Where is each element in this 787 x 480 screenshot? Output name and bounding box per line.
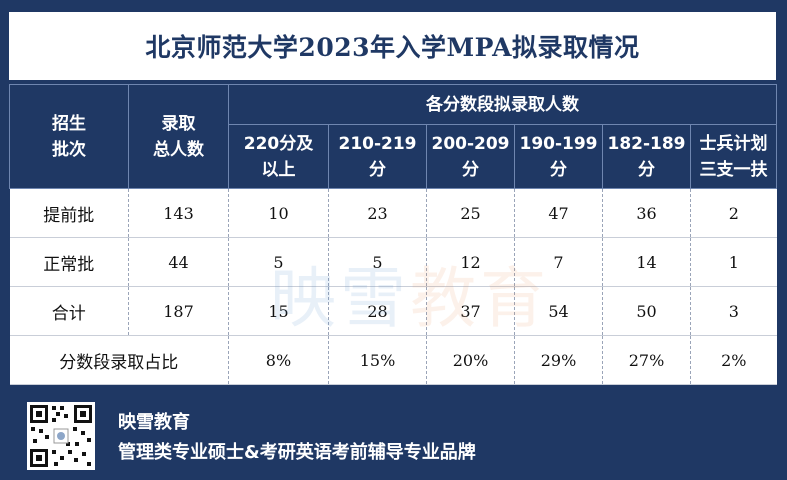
score-col-line2: 三支一扶 xyxy=(699,159,768,180)
header-score-col: 200-209 分 xyxy=(426,124,515,189)
header-score-col: 士兵计划 三支一扶 xyxy=(689,124,778,189)
table-row-total: 合计 187 15 28 37 54 50 3 xyxy=(9,286,777,336)
row-value: 23 xyxy=(328,188,427,238)
row-value: 47 xyxy=(514,188,603,238)
table-row-early: 提前批 143 10 23 25 47 36 2 xyxy=(9,188,777,238)
score-col-line1: 190-199 xyxy=(519,133,598,154)
row-name: 提前批 xyxy=(9,188,129,238)
row-value: 25 xyxy=(426,188,515,238)
score-col-line2: 分 xyxy=(550,159,567,180)
score-col-line2: 分 xyxy=(638,159,655,180)
row-value: 10 xyxy=(228,188,329,238)
header-score-group: 各分数段拟录取人数 xyxy=(227,84,778,125)
header-batch-line2: 批次 xyxy=(52,139,86,160)
qr-code-icon xyxy=(27,402,95,470)
footer-slogan: 管理类专业硕士&考研英语考前辅导专业品牌 xyxy=(118,442,476,463)
row-value: 3 xyxy=(690,286,777,336)
admission-table: 招生 批次 录取 总人数 各分数段拟录取人数 220分及 以上 210-219 … xyxy=(9,84,778,385)
ratio-value: 15% xyxy=(328,335,427,385)
row-value: 14 xyxy=(602,237,691,287)
row-value: 36 xyxy=(602,188,691,238)
page-title: 北京师范大学2023年入学MPA拟录取情况 xyxy=(145,33,640,62)
header-total: 录取 总人数 xyxy=(128,84,229,189)
row-value: 2 xyxy=(690,188,777,238)
header-batch-line1: 招生 xyxy=(52,113,86,134)
header-score-col: 190-199 分 xyxy=(514,124,603,189)
ratio-value: 20% xyxy=(426,335,515,385)
score-col-line1: 220分及 xyxy=(243,133,314,154)
score-col-line1: 210-219 xyxy=(338,133,417,154)
row-total: 143 xyxy=(128,188,229,238)
row-value: 28 xyxy=(328,286,427,336)
row-value: 7 xyxy=(514,237,603,287)
row-total: 187 xyxy=(128,286,229,336)
row-name: 合计 xyxy=(9,286,129,336)
row-value: 15 xyxy=(228,286,329,336)
row-value: 54 xyxy=(514,286,603,336)
score-col-line1: 182-189 xyxy=(607,133,686,154)
table-row-ratio: 分数段录取占比 8% 15% 20% 29% 27% 2% xyxy=(9,335,777,385)
score-col-line1: 士兵计划 xyxy=(699,133,768,154)
header-score-col: 182-189 分 xyxy=(602,124,691,189)
row-total: 44 xyxy=(128,237,229,287)
row-value: 5 xyxy=(328,237,427,287)
ratio-value: 29% xyxy=(514,335,603,385)
footer: 映雪教育 管理类专业硕士&考研英语考前辅导专业品牌 xyxy=(0,390,787,480)
title-box: 北京师范大学2023年入学MPA拟录取情况 xyxy=(9,12,776,80)
row-name: 正常批 xyxy=(9,237,129,287)
score-col-line1: 200-209 xyxy=(431,133,510,154)
row-value: 5 xyxy=(228,237,329,287)
row-value: 12 xyxy=(426,237,515,287)
header-score-col: 210-219 分 xyxy=(328,124,427,189)
header-total-line1: 录取 xyxy=(161,113,196,134)
score-col-line2: 以上 xyxy=(261,159,296,180)
row-value: 1 xyxy=(690,237,777,287)
ratio-label: 分数段录取占比 xyxy=(9,335,229,385)
row-value: 50 xyxy=(602,286,691,336)
header-batch: 招生 批次 xyxy=(9,84,129,189)
row-value: 37 xyxy=(426,286,515,336)
table-row-regular: 正常批 44 5 5 12 7 14 1 xyxy=(9,237,777,287)
header-score-col: 220分及 以上 xyxy=(228,124,329,189)
ratio-value: 2% xyxy=(690,335,777,385)
score-col-line2: 分 xyxy=(369,159,386,180)
footer-brand: 映雪教育 xyxy=(118,412,190,433)
header-total-line2: 总人数 xyxy=(153,139,204,160)
ratio-value: 8% xyxy=(228,335,329,385)
ratio-value: 27% xyxy=(602,335,691,385)
score-col-line2: 分 xyxy=(462,159,479,180)
